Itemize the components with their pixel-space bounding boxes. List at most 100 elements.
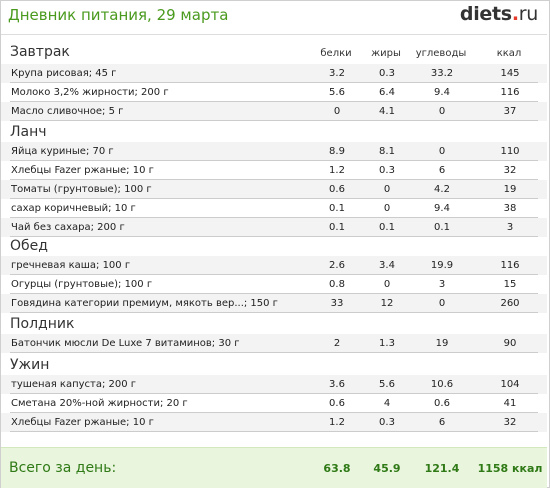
row-divider [10,217,538,218]
header-divider [1,34,547,35]
value-kcal: 260 [500,298,520,309]
column-header-protein: белки [320,48,352,59]
food-row[interactable]: Хлебцы Fazer ржаные; 10 г 1.2 0.3 6 32 [1,413,547,432]
value-carbs: 19 [435,338,449,349]
value-fat: 6.4 [379,87,395,98]
row-divider [10,293,538,294]
food-row[interactable]: Масло сливочное; 5 г 0 4.1 0 37 [1,102,547,121]
row-divider [10,312,538,313]
meal-name: Завтрак [10,44,70,60]
food-row[interactable]: Томаты (грунтовые); 100 г 0.6 0 4.2 19 [1,180,547,199]
value-protein: 3.2 [329,68,345,79]
food-row[interactable]: Молоко 3,2% жирности; 200 г 5.6 6.4 9.4 116 [1,83,547,102]
value-protein: 2 [333,338,341,349]
row-divider [10,412,538,413]
row-divider [10,431,538,432]
value-protein: 0.1 [329,203,345,214]
row-divider [10,101,538,102]
value-carbs: 6 [438,165,446,176]
row-divider [10,82,538,83]
daily-total-row: Всего за день: 63.8 45.9 121.4 1158 ккал [1,447,547,488]
value-fat: 0.1 [379,222,395,233]
food-row[interactable]: сахар коричневый; 10 г 0.1 0 9.4 38 [1,199,547,218]
value-kcal: 41 [503,398,517,409]
meal-header: Завтрак белки жиры углеводы ккал [0,44,548,64]
meal-name: Обед [10,238,48,254]
value-carbs: 4.2 [434,184,450,195]
row-divider [10,274,538,275]
row-divider [10,179,538,180]
value-kcal: 15 [503,279,517,290]
value-carbs: 0 [438,106,446,117]
value-kcal: 38 [503,203,517,214]
total-carbs: 121.4 [424,462,460,475]
meal-header: Обед [0,238,548,258]
value-carbs: 0.6 [434,398,450,409]
column-header-kcal: ккал [496,48,522,59]
food-row[interactable]: Говядина категории премиум, мякоть вер..… [1,294,547,313]
value-protein: 3.6 [329,379,345,390]
food-name: Чай без сахара; 200 г [11,222,125,233]
diets-logo[interactable]: diets.ru [459,3,538,25]
value-kcal: 116 [500,260,520,271]
food-row[interactable]: Огурцы (грунтовые); 100 г 0.8 0 3 15 [1,275,547,294]
value-protein: 0.1 [329,222,345,233]
meal-header: Ланч [0,124,548,144]
food-row[interactable]: Яйца куриные; 70 г 8.9 8.1 0 110 [1,142,547,161]
food-name: Сметана 20%-ной жирности; 20 г [11,398,188,409]
value-carbs: 9.4 [434,203,450,214]
value-protein: 0.8 [329,279,345,290]
value-fat: 4.1 [379,106,395,117]
value-fat: 12 [380,298,394,309]
value-carbs: 33.2 [430,68,454,79]
value-protein: 8.9 [329,146,345,157]
value-kcal: 104 [500,379,520,390]
value-fat: 3.4 [379,260,395,271]
row-divider [10,352,538,353]
value-carbs: 6 [438,417,446,428]
value-protein: 0.6 [329,184,345,195]
value-kcal: 116 [500,87,520,98]
meal-header: Ужин [0,357,548,377]
total-kcal: 1158 ккал [477,462,543,475]
value-fat: 0.3 [379,165,395,176]
food-row[interactable]: гречневая каша; 100 г 2.6 3.4 19.9 116 [1,256,547,275]
value-fat: 1.3 [379,338,395,349]
value-carbs: 0 [438,146,446,157]
row-divider [10,236,538,237]
value-protein: 5.6 [329,87,345,98]
value-carbs: 3 [438,279,446,290]
value-fat: 5.6 [379,379,395,390]
value-fat: 0 [383,203,391,214]
food-name: сахар коричневый; 10 г [11,203,136,214]
food-row[interactable]: Сметана 20%-ной жирности; 20 г 0.6 4 0.6 41 [1,394,547,413]
food-name: Хлебцы Fazer ржаные; 10 г [11,417,154,428]
food-row[interactable]: Чай без сахара; 200 г 0.1 0.1 0.1 3 [1,218,547,237]
column-header-carbs: углеводы [415,48,467,59]
meal-name: Ужин [10,357,50,373]
value-fat: 4 [383,398,391,409]
value-kcal: 19 [503,184,517,195]
food-row[interactable]: Крупа рисовая; 45 г 3.2 0.3 33.2 145 [1,64,547,83]
food-name: Яйца куриные; 70 г [11,146,114,157]
column-header-fat: жиры [371,48,401,59]
meal-name: Ланч [10,124,47,140]
food-row[interactable]: Хлебцы Fazer ржаные; 10 г 1.2 0.3 6 32 [1,161,547,180]
value-carbs: 19.9 [430,260,454,271]
food-row[interactable]: тушеная капуста; 200 г 3.6 5.6 10.6 104 [1,375,547,394]
food-name: Томаты (грунтовые); 100 г [11,184,152,195]
value-carbs: 9.4 [434,87,450,98]
value-fat: 8.1 [379,146,395,157]
value-carbs: 0.1 [434,222,450,233]
food-name: Масло сливочное; 5 г [11,106,124,117]
value-fat: 0.3 [379,417,395,428]
food-row[interactable]: Батончик мюсли De Luxe 7 витаминов; 30 г… [1,334,547,353]
meal-header: Полдник [0,316,548,336]
food-name: тушеная капуста; 200 г [11,379,137,390]
value-kcal: 145 [500,68,520,79]
value-protein: 0 [333,106,341,117]
row-divider [10,160,538,161]
daily-total-label: Всего за день: [9,460,117,476]
page-title: Дневник питания, 29 марта [8,6,229,24]
food-name: гречневая каша; 100 г [11,260,131,271]
